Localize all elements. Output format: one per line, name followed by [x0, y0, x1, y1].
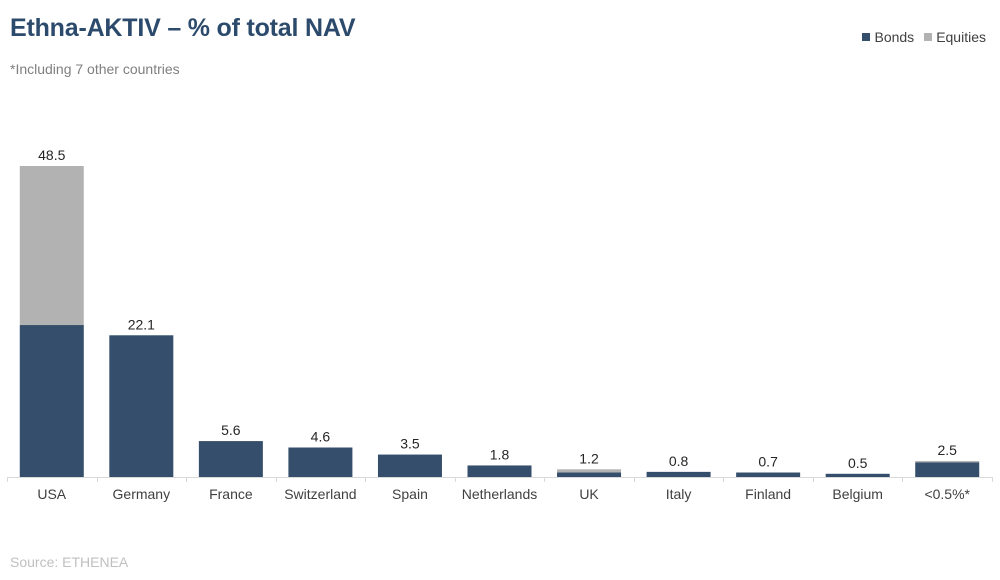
- chart-subtitle: *Including 7 other countries: [10, 61, 180, 77]
- x-tick-label: <0.5%*: [924, 486, 970, 502]
- bar-bonds-0: [19, 325, 84, 477]
- data-label: 4.6: [311, 429, 331, 445]
- data-label: 3.5: [400, 436, 420, 452]
- x-tick-label: USA: [37, 486, 66, 502]
- data-label: 0.7: [758, 454, 778, 470]
- bar-bonds-9: [825, 473, 890, 477]
- bar-equities-6: [557, 469, 622, 473]
- legend-item-bonds: Bonds: [862, 29, 914, 45]
- bar-bonds-6: [557, 472, 622, 477]
- x-tick-label: Switzerland: [284, 486, 356, 502]
- data-label: 0.8: [669, 453, 689, 469]
- legend-swatch-equities: [924, 33, 933, 41]
- bar-equities-10: [915, 460, 980, 463]
- source-note: Source: ETHENEA: [10, 554, 129, 570]
- data-label: 0.5: [848, 455, 868, 471]
- bar-equities-0: [19, 166, 84, 326]
- x-tick-label: Belgium: [832, 486, 883, 502]
- bar-bonds-1: [109, 335, 174, 477]
- chart-title: Ethna-AKTIV – % of total NAV: [10, 14, 356, 42]
- bar-bonds-10: [915, 462, 980, 477]
- data-label: 1.8: [490, 446, 510, 462]
- x-tick-label: Germany: [113, 486, 171, 502]
- bar-bonds-2: [198, 441, 263, 477]
- x-tick-label: Spain: [392, 486, 428, 502]
- x-tick-label: Netherlands: [462, 486, 538, 502]
- bar-bonds-7: [646, 471, 711, 477]
- data-label: 2.5: [937, 442, 957, 458]
- data-label: 1.2: [579, 450, 599, 466]
- legend-item-equities: Equities: [924, 29, 986, 45]
- x-tick-label: UK: [579, 486, 599, 502]
- bar-bonds-3: [288, 447, 353, 477]
- legend-label-equities: Equities: [936, 29, 986, 45]
- bar-bonds-4: [377, 454, 442, 477]
- x-tick-label: Finland: [745, 486, 791, 502]
- data-label: 48.5: [38, 147, 65, 163]
- legend: Bonds Equities: [852, 29, 986, 45]
- x-tick-label: Italy: [666, 486, 692, 502]
- bar-bonds-8: [736, 472, 801, 477]
- legend-label-bonds: Bonds: [874, 29, 915, 45]
- legend-swatch-bonds: [862, 33, 871, 41]
- x-tick-label: France: [209, 486, 253, 502]
- bar-bonds-5: [467, 465, 532, 477]
- data-label: 22.1: [128, 316, 155, 332]
- data-label: 5.6: [221, 422, 241, 438]
